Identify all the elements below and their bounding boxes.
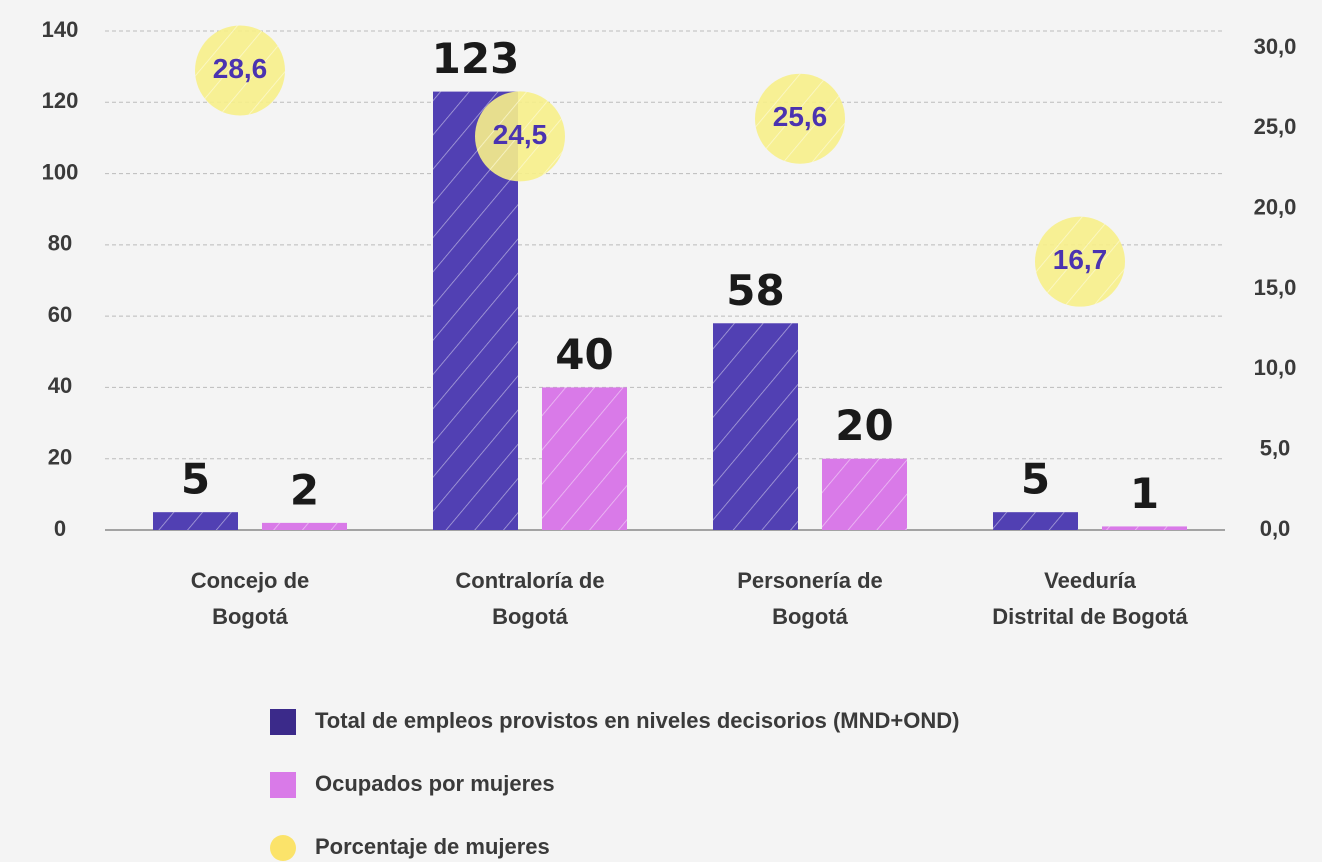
bar-hatch — [993, 512, 1078, 530]
legend-swatch — [270, 835, 296, 861]
bar-hatch — [713, 323, 798, 530]
legend-label: Total de empleos provistos en niveles de… — [315, 708, 959, 733]
x-tick-label: Veeduría Distrital de Bogotá — [992, 568, 1188, 629]
y2-tick-label: 30,0 — [1254, 34, 1297, 59]
y2-tick-label: 25,0 — [1254, 114, 1297, 139]
y-tick-label: 40 — [48, 373, 72, 398]
bar-hatch — [822, 458, 907, 530]
data-label: 24,5 — [493, 119, 548, 150]
data-label: 40 — [555, 330, 613, 379]
legend-label: Porcentaje de mujeres — [315, 834, 550, 859]
marker-hatch — [1035, 216, 1125, 307]
bar-hatch — [542, 387, 627, 530]
y2-tick-label: 20,0 — [1254, 194, 1297, 219]
legend-swatch — [270, 709, 296, 735]
y-tick-label: 20 — [48, 445, 72, 470]
data-label: 123 — [432, 34, 520, 83]
data-label: 58 — [726, 266, 784, 315]
bar-hatch — [1102, 526, 1187, 530]
x-tick-label: Personería de Bogotá — [737, 568, 883, 629]
bar-hatch — [153, 512, 238, 530]
marker-hatch — [755, 73, 845, 164]
data-label: 2 — [290, 465, 319, 514]
legend-swatch — [270, 772, 296, 798]
data-label: 1 — [1130, 469, 1159, 518]
y-tick-label: 100 — [42, 159, 79, 184]
data-label: 20 — [835, 401, 893, 450]
marker-hatch — [195, 25, 285, 116]
y2-tick-label: 0,0 — [1260, 516, 1291, 541]
y-tick-label: 60 — [48, 302, 72, 327]
marker-hatch — [475, 91, 565, 182]
data-label: 28,6 — [213, 53, 268, 84]
y-tick-label: 0 — [54, 516, 66, 541]
data-label: 25,6 — [773, 101, 828, 132]
bar-hatch — [262, 522, 347, 530]
y-tick-label: 140 — [42, 17, 79, 42]
y2-tick-label: 5,0 — [1260, 435, 1291, 460]
x-tick-label: Concejo de Bogotá — [190, 568, 310, 629]
legend-label: Ocupados por mujeres — [315, 771, 555, 796]
y-tick-label: 120 — [42, 88, 79, 113]
y2-tick-label: 15,0 — [1254, 275, 1297, 300]
y-tick-label: 80 — [48, 231, 72, 256]
y2-tick-label: 10,0 — [1254, 355, 1297, 380]
data-label: 16,7 — [1053, 244, 1108, 275]
data-label: 5 — [181, 455, 210, 504]
x-tick-label: Contraloría de Bogotá — [455, 568, 605, 629]
data-label: 5 — [1021, 455, 1050, 504]
